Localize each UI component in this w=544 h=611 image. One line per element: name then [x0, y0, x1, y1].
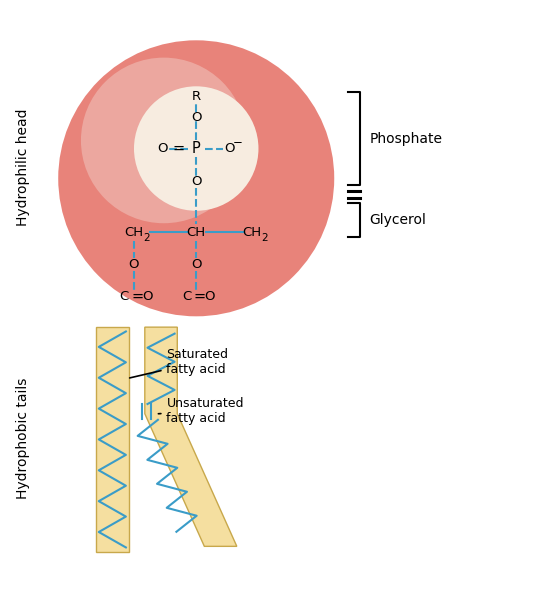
Text: Hydrophilic head: Hydrophilic head — [16, 109, 30, 226]
Circle shape — [134, 86, 258, 211]
Circle shape — [58, 40, 334, 316]
Text: =: = — [173, 141, 185, 156]
Text: C: C — [120, 290, 129, 303]
Text: O: O — [129, 258, 139, 271]
Polygon shape — [145, 327, 237, 546]
Text: Unsaturated
fatty acid: Unsaturated fatty acid — [158, 397, 244, 425]
Text: =: = — [194, 289, 206, 304]
Text: O: O — [157, 142, 168, 155]
Text: C: C — [182, 290, 191, 303]
Text: Phosphate: Phosphate — [369, 131, 442, 145]
Text: 2: 2 — [144, 233, 150, 243]
Text: Saturated
fatty acid: Saturated fatty acid — [129, 348, 228, 378]
Text: O: O — [143, 290, 153, 303]
Text: O: O — [191, 258, 201, 271]
Text: 2: 2 — [261, 233, 268, 243]
Bar — [96, 327, 128, 552]
Text: R: R — [191, 90, 201, 103]
Text: −: − — [232, 136, 242, 148]
Text: CH: CH — [187, 226, 206, 239]
Text: CH: CH — [242, 226, 261, 239]
Text: O: O — [191, 175, 201, 188]
Text: O: O — [205, 290, 215, 303]
Text: O: O — [225, 142, 235, 155]
Text: CH: CH — [125, 226, 144, 239]
Text: Hydrophobic tails: Hydrophobic tails — [16, 378, 30, 499]
Circle shape — [81, 57, 246, 223]
Text: O: O — [191, 111, 201, 123]
Text: Glycerol: Glycerol — [369, 213, 426, 227]
Text: =: = — [131, 289, 143, 304]
Text: P: P — [192, 141, 201, 156]
